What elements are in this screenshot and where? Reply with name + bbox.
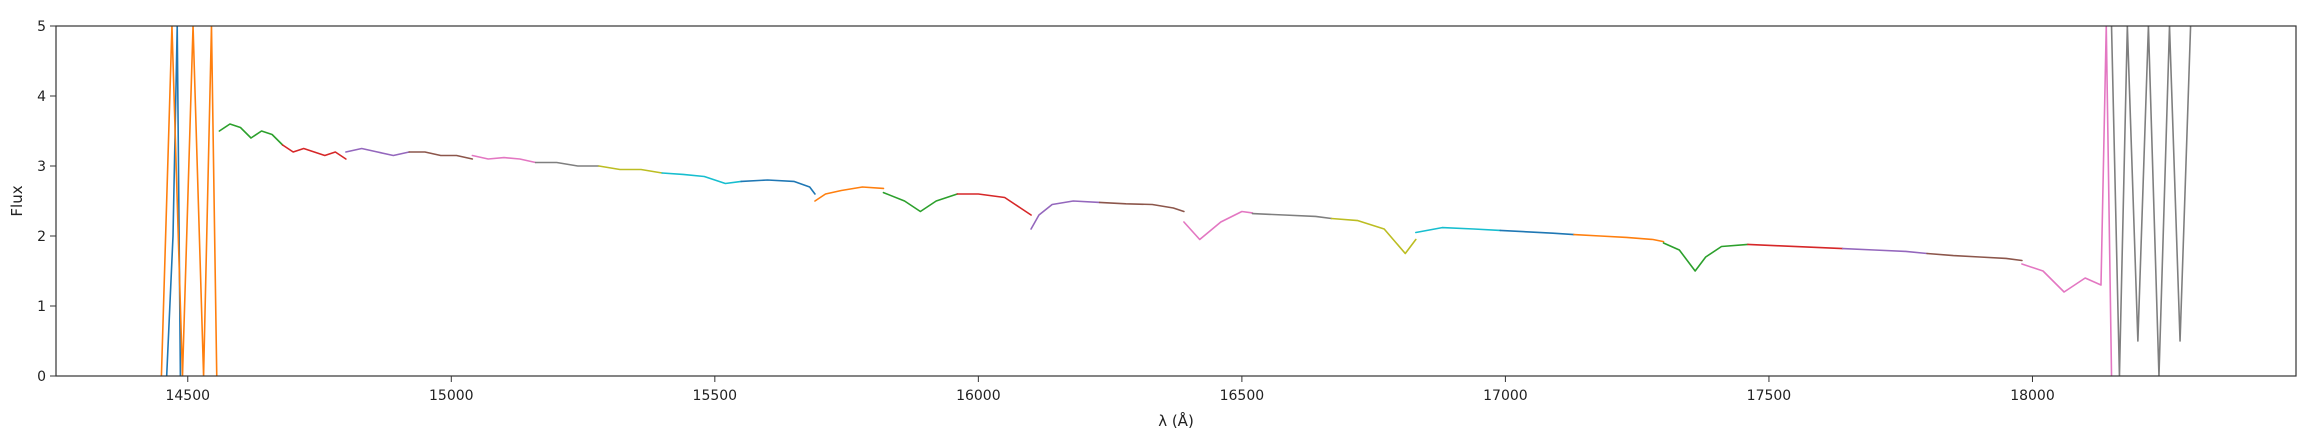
x-tick-label: 16000 (956, 388, 1001, 404)
spectrum-segment-19 (1330, 217, 1417, 255)
spectrum-segment-15 (1030, 200, 1101, 230)
spectrum-segment-6 (408, 151, 474, 160)
spectrum-segment-17 (1183, 210, 1254, 241)
spectrum-segment-3 (218, 123, 284, 146)
spectrum-segment-18 (1251, 212, 1333, 220)
y-axis-label: Flux (8, 185, 26, 216)
spectrum-segment-14 (956, 193, 1032, 216)
spectrum-segment-21 (1499, 229, 1575, 236)
spectrum-segment-9 (598, 165, 663, 174)
axes-frame (55, 25, 2297, 377)
spectrum-segment-24 (1747, 243, 1844, 250)
spectrum-segment-26 (1926, 252, 2023, 262)
spectrum-segment-20 (1415, 226, 1501, 234)
spectrum-segment-7 (471, 154, 537, 164)
spectrum-segment-5 (345, 147, 410, 157)
spectrum-segment-10 (661, 172, 742, 185)
spectrum-segment-28 (2110, 26, 2192, 376)
y-tick-label: 0 (37, 369, 46, 385)
y-axis: 0 1 2 3 4 5 (37, 19, 56, 385)
spectrum-segment-12 (814, 186, 885, 202)
x-tick-label: 17000 (1483, 388, 1528, 404)
x-tick-label: 15000 (429, 388, 474, 404)
x-tick-label: 17500 (1747, 388, 1792, 404)
y-tick-label: 2 (37, 229, 46, 245)
spectrum-segment-11 (740, 179, 816, 195)
plot-area (55, 25, 2297, 377)
spectrum-segment-16 (1098, 201, 1185, 213)
spectrum-segment-25 (1841, 247, 1928, 255)
x-axis-label: λ (Å) (1158, 411, 1194, 430)
x-tick-label: 14500 (165, 388, 210, 404)
x-tick-label: 15500 (693, 388, 738, 404)
y-tick-label: 5 (37, 19, 46, 35)
spectrum-segment-13 (882, 191, 959, 213)
y-tick-label: 3 (37, 159, 46, 175)
spectrum-segment-22 (1573, 233, 1665, 243)
y-tick-label: 1 (37, 299, 46, 315)
spectrum-segment-27 (2021, 26, 2113, 376)
spectrum-segment-4 (281, 144, 347, 160)
x-tick-label: 16500 (1220, 388, 1265, 404)
series-layer (160, 26, 2192, 376)
spectrum-segment-8 (534, 161, 600, 167)
x-axis: 14500 15000 15500 16000 16500 17000 17500 18000 (165, 376, 2055, 404)
x-tick-label: 18000 (2010, 388, 2055, 404)
spectrum-segment-23 (1662, 242, 1749, 272)
y-tick-label: 4 (37, 89, 46, 105)
